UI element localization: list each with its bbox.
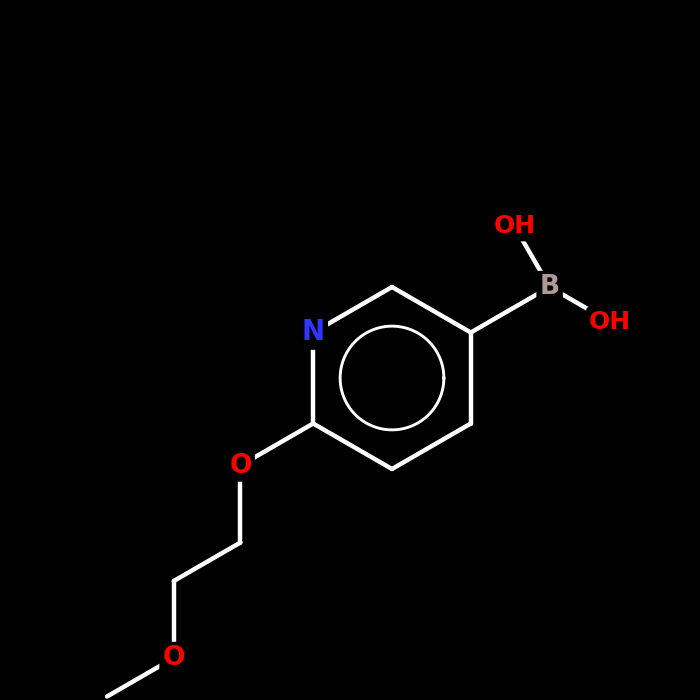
Text: OH: OH bbox=[494, 214, 536, 239]
Text: O: O bbox=[162, 645, 185, 671]
Text: B: B bbox=[540, 274, 560, 300]
Text: O: O bbox=[229, 452, 252, 479]
Text: N: N bbox=[302, 318, 325, 346]
Text: OH: OH bbox=[589, 310, 631, 334]
